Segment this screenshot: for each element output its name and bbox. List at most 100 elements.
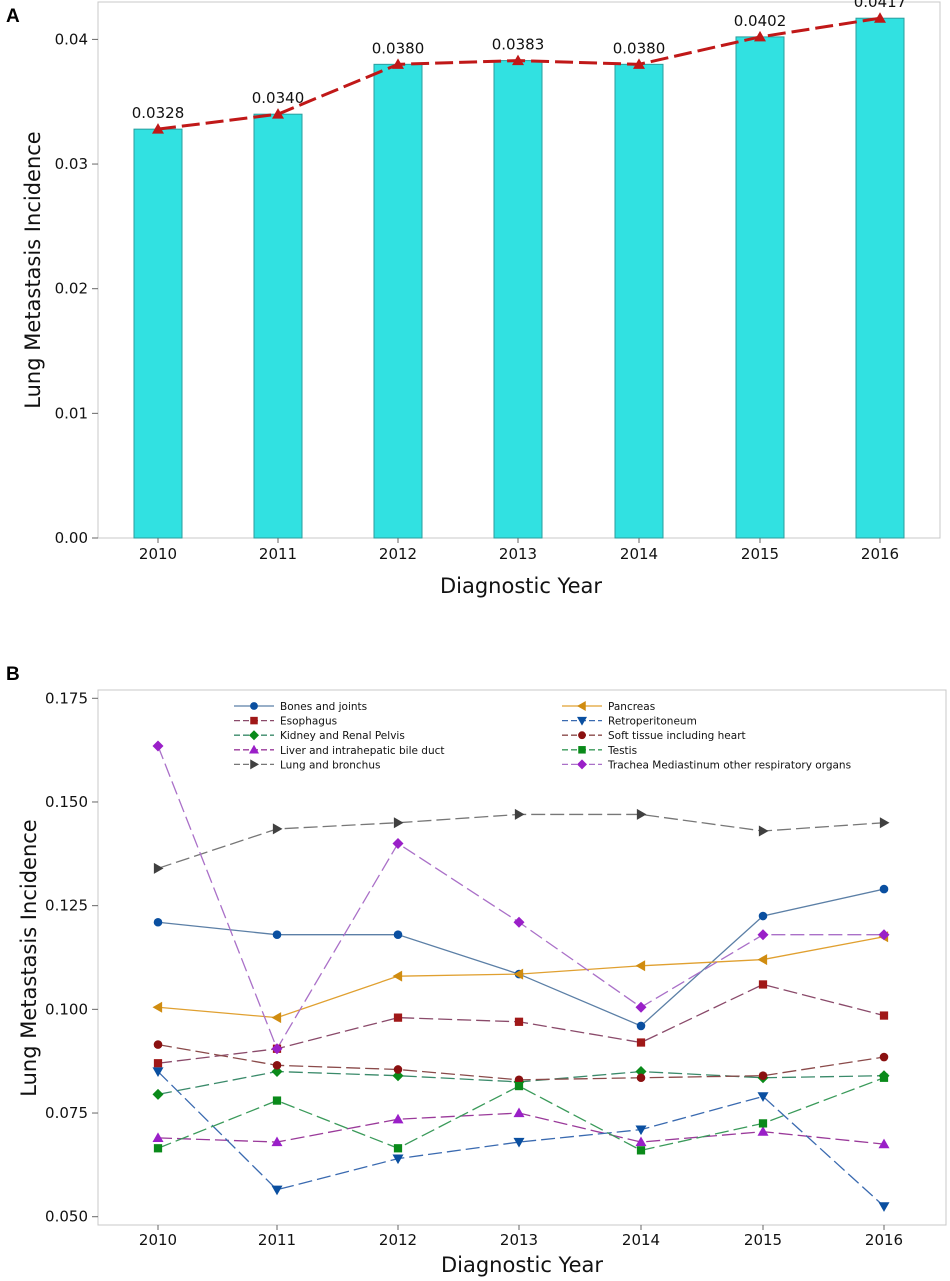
series-point-lung-and-bronchus [514,808,525,820]
series-point-liver-and-intrahepatic-bile-duct [757,1126,769,1136]
legend-label: Pancreas [608,701,655,713]
series-point-bones-and-joints [393,930,403,939]
panel-b-y-tick-label: 0.150 [45,793,88,811]
series-point-lung-and-bronchus [272,823,283,835]
legend-marker [577,701,586,711]
panel-a-chart: 0.0328 0.0340 0.0380 0.0383 0.0380 0.0402 0.04… [21,0,941,598]
series-point-bones-and-joints [153,917,163,927]
legend-marker [250,716,258,725]
series-point-liver-and-intrahepatic-bile-duct [392,1113,404,1124]
series-point-testis [153,1144,163,1153]
series-point-pancreas [757,954,768,966]
panel-b-y-tick-label: 0.125 [45,897,88,915]
panel-a-x-tick-label: 2011 [259,545,297,563]
legend-label: Lung and bronchus [280,759,380,771]
legend-label: Kidney and Renal Pelvis [280,730,405,742]
panel-a-data-label: 0.0380 [613,39,666,57]
panel-a-x-axis-title: Diagnostic Year [440,574,602,598]
series-point-retroperitoneum [392,1154,404,1165]
series-point-bones-and-joints [636,1021,646,1031]
panel-a-data-label: 0.0328 [132,104,185,122]
legend-marker [249,744,259,754]
panel-b-x-axis-title: Diagnostic Year [441,1253,603,1277]
series-point-esophagus [153,1059,163,1068]
series-point-esophagus [879,1011,889,1020]
panel-a-y-tick-label: 0.04 [55,30,88,48]
legend-label: Esophagus [280,716,337,728]
panel-a-line-point [272,108,284,119]
legend-label: Testis [607,745,637,757]
panel-a-letter: A [6,6,20,27]
series-point-liver-and-intrahepatic-bile-duct [152,1132,164,1143]
panel-b-x-tick-label: 2014 [622,1231,660,1249]
panel-b-y-tick-label: 0.100 [45,1000,88,1018]
legend-label: Liver and intrahepatic bile duct [280,745,445,757]
panel-a-bar [253,113,303,539]
series-point-bones-and-joints [272,930,282,939]
panel-a-bar [614,63,664,539]
panel-b-x-tick-label: 2010 [139,1231,177,1249]
panel-b-y-axis-title: Lung Metastasis Incidence [17,819,41,1096]
legend-marker [250,759,259,770]
panel-a-line-point [754,30,766,42]
legend-label: Trachea Mediastinum other respiratory or… [607,759,851,771]
series-point-bones-and-joints [879,884,889,894]
series-point-trachea-mediastinum-other-respiratory-organs [152,740,164,752]
panel-b-letter: B [6,664,20,685]
series-point-trachea-mediastinum-other-respiratory-organs [635,1001,647,1013]
panel-a-x-tick-label: 2012 [379,545,417,563]
panel-a-y-tick-label: 0.02 [55,280,88,298]
series-point-kidney-and-renal-pelvis [152,1088,164,1100]
series-point-liver-and-intrahepatic-bile-duct [271,1136,283,1147]
panel-b-chart: Bones and joints Esophagus Kidney and Rena… [17,689,947,1277]
panel-a-data-label: 0.0402 [734,12,787,30]
panel-a-line-point [392,58,404,69]
series-point-retroperitoneum [271,1185,283,1196]
series-point-trachea-mediastinum-other-respiratory-organs [757,929,769,941]
series-point-esophagus [758,980,768,989]
legend-marker [249,730,259,741]
series-point-lung-and-bronchus [153,862,164,874]
panel-b-y-tick-label: 0.175 [45,689,88,707]
series-point-pancreas [635,960,646,972]
series-point-esophagus [514,1017,524,1026]
series-point-soft-tissue-including-heart [758,1071,768,1080]
panel-a-line-point [633,58,645,69]
panel-b-legend: Bones and joints Esophagus Kidney and Rena… [234,701,851,771]
series-point-testis [879,1073,889,1082]
panel-a-bar [493,60,543,539]
panel-a-data-label: 0.0417 [854,0,907,11]
legend-label: Bones and joints [280,701,367,713]
legend-marker [578,746,586,754]
panel-b-x-tick-label: 2016 [865,1231,903,1249]
series-point-retroperitoneum [878,1202,890,1212]
panel-b-x-tick-label: 2013 [500,1231,538,1249]
panel-a-x-tick-label: 2015 [741,545,779,563]
series-point-testis [636,1146,646,1155]
legend-marker [578,731,586,740]
panel-a-line-point [152,123,164,134]
series-point-retroperitoneum [152,1067,164,1078]
series-point-soft-tissue-including-heart [393,1065,403,1074]
series-point-testis [514,1081,524,1091]
panel-a-data-label: 0.0383 [492,36,545,54]
series-point-kidney-and-renal-pelvis [271,1066,283,1078]
series-point-pancreas [392,970,403,982]
series-point-pancreas [271,1012,282,1024]
series-point-lung-and-bronchus [758,825,769,837]
panel-b-x-tick-label: 2012 [379,1231,417,1249]
series-point-soft-tissue-including-heart [636,1073,646,1083]
series-point-liver-and-intrahepatic-bile-duct [513,1107,525,1118]
panel-a-bar [133,128,183,539]
legend-marker [577,759,587,770]
series-point-testis [758,1119,768,1128]
series-point-testis [272,1096,282,1105]
series-point-soft-tissue-including-heart [153,1040,163,1049]
series-point-lung-and-bronchus [393,817,404,829]
series-point-pancreas [513,968,524,980]
series-point-retroperitoneum [757,1092,769,1102]
panel-a-x-tick-label: 2013 [499,545,537,563]
series-point-kidney-and-renal-pelvis [635,1066,647,1078]
panel-a-bar [855,17,905,539]
